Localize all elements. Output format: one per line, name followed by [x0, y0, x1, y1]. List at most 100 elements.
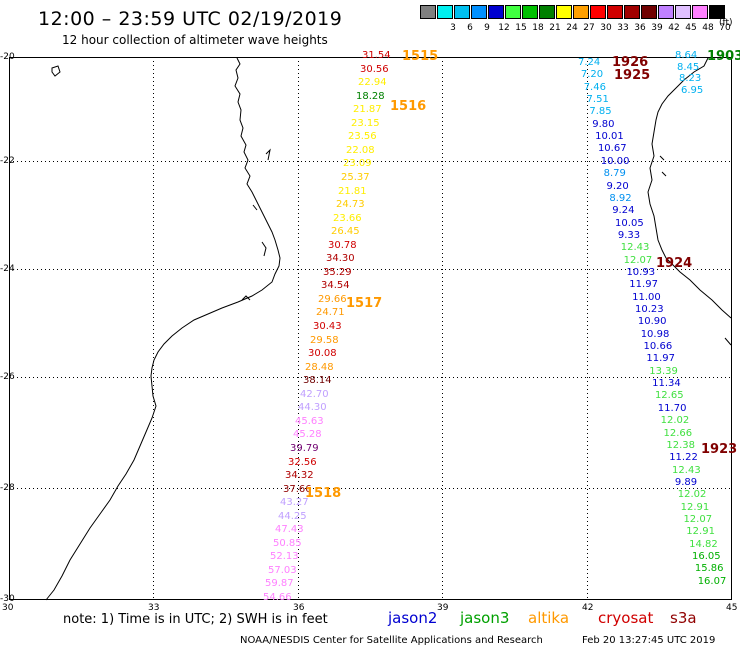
scale-tick-label: 24 — [566, 23, 578, 33]
wave-height-value: 12.91 — [686, 526, 715, 538]
wave-height-value: 9.24 — [612, 205, 635, 217]
pass-number-label: 1516 — [390, 99, 427, 114]
wave-height-value: 44.30 — [298, 402, 327, 414]
wave-height-value: 30.43 — [313, 321, 342, 332]
scale-tick-label: 18 — [532, 23, 544, 33]
wave-height-value: 8.64 — [675, 50, 698, 61]
wave-height-value: 21.87 — [353, 104, 382, 116]
wave-height-value: 15.86 — [694, 563, 724, 575]
scale-swatch — [692, 5, 708, 19]
scale-swatch — [658, 5, 674, 19]
wave-height-value: 23.56 — [348, 131, 377, 143]
wave-height-value: 25.37 — [341, 171, 370, 183]
wave-height-value: 11.00 — [632, 291, 661, 303]
wave-height-value: 23.09 — [343, 158, 372, 170]
wave-height-value: 16.07 — [697, 575, 727, 587]
wave-height-value: 24.71 — [316, 307, 345, 319]
satellite-legend-entry: jason2 — [388, 609, 438, 627]
wave-height-value: 11.97 — [629, 279, 658, 291]
mozambique-coast-detail — [241, 148, 271, 301]
wave-height-value: 8.92 — [609, 192, 632, 204]
longitude-label: 42 — [582, 603, 594, 613]
wave-height-value: 12.38 — [666, 439, 695, 451]
wave-height-value: 10.23 — [635, 304, 664, 315]
scale-swatch — [437, 5, 453, 19]
wave-height-value: 23.66 — [333, 212, 362, 224]
wave-height-value: 47.43 — [275, 524, 304, 536]
wave-height-value: 39.79 — [290, 442, 319, 454]
wave-height-value: 22.08 — [346, 144, 375, 156]
pass-number-label: 1518 — [305, 486, 342, 501]
wave-height-value: 9.89 — [674, 476, 698, 488]
scale-units-label: (ft) — [719, 18, 733, 28]
wave-height-value: 26.45 — [331, 226, 360, 238]
wave-height-value: 14.82 — [689, 538, 718, 550]
wave-height-value: 12.02 — [677, 489, 707, 501]
pass-number-label: 1515 — [402, 49, 439, 64]
madagascar-coastline — [647, 57, 732, 319]
madagascar-coast-detail — [659, 155, 732, 346]
scale-tick-label: 30 — [600, 23, 612, 33]
wave-height-value: 29.66 — [318, 293, 347, 305]
wave-height-value: 7.24 — [578, 57, 601, 68]
wave-height-value: 35.29 — [323, 266, 352, 278]
scale-swatch — [590, 5, 606, 19]
wave-height-value: 37.66 — [283, 483, 312, 495]
map-subtitle: 12 hour collection of altimeter wave hei… — [62, 33, 328, 47]
pass-number-label: 1926 — [612, 55, 649, 70]
wave-height-value: 8.79 — [603, 168, 626, 180]
pass-number-label: 1925 — [614, 68, 651, 83]
wave-height-value: 7.85 — [589, 106, 612, 118]
wave-height-value: 12.43 — [620, 242, 650, 254]
wave-height-value: 42.70 — [300, 388, 329, 400]
wave-height-value: 10.67 — [597, 143, 627, 155]
scale-swatch — [556, 5, 572, 19]
wave-height-value: 9.20 — [606, 180, 629, 192]
wave-height-value: 30.78 — [328, 239, 357, 251]
wave-height-value: 50.85 — [273, 537, 302, 549]
wave-height-value: 22.94 — [358, 77, 387, 89]
wave-height-value: 34.32 — [285, 470, 314, 482]
graticule — [9, 57, 731, 600]
longitude-label: 36 — [293, 603, 305, 613]
longitude-label: 45 — [726, 603, 738, 613]
scale-swatch — [641, 5, 657, 19]
wave-height-value: 32.56 — [288, 456, 317, 468]
wave-height-value: 10.01 — [595, 131, 624, 143]
wave-height-value: 18.28 — [356, 90, 385, 102]
wave-height-value: 45.63 — [295, 415, 324, 427]
wave-height-value: 13.39 — [649, 365, 678, 377]
pass-number-label: 1517 — [346, 296, 383, 311]
latitude-label: -24 — [0, 264, 15, 274]
wave-height-value: 54.66 — [263, 592, 292, 603]
scale-swatch — [675, 5, 691, 19]
wave-height-value: 23.15 — [351, 117, 380, 129]
scale-tick-label: 6 — [467, 23, 473, 33]
scale-tick-label: 48 — [702, 23, 714, 33]
latitude-label: -26 — [0, 372, 15, 382]
wave-height-value: 8.45 — [677, 61, 700, 73]
scale-swatch — [454, 5, 470, 19]
scale-tick-label: 21 — [549, 23, 561, 33]
scale-tick-label: 9 — [484, 23, 490, 33]
wave-height-value: 9.33 — [617, 229, 641, 241]
scale-swatch — [573, 5, 589, 19]
footer-credit: NOAA/NESDIS Center for Satellite Applica… — [240, 635, 543, 646]
wave-height-value: 11.22 — [669, 452, 698, 464]
wave-height-value: 57.03 — [268, 564, 297, 576]
scale-swatch — [607, 5, 623, 19]
wave-height-value: 52.13 — [270, 551, 299, 563]
wave-height-value: 10.05 — [615, 217, 644, 229]
wave-height-value: 12.65 — [654, 390, 684, 402]
wave-height-value: 45.28 — [293, 429, 322, 441]
wave-height-value: 44.25 — [278, 510, 307, 522]
scale-swatch — [709, 5, 725, 19]
pass-number-label: 1923 — [701, 442, 738, 457]
wave-height-value: 59.87 — [265, 578, 294, 590]
latitude-label: -22 — [0, 156, 15, 166]
wave-height-value: 7.46 — [583, 81, 606, 93]
scale-swatch — [624, 5, 640, 19]
wave-height-value: 31.54 — [362, 50, 391, 61]
scale-swatch — [505, 5, 521, 19]
scale-tick-label: 39 — [651, 23, 663, 33]
